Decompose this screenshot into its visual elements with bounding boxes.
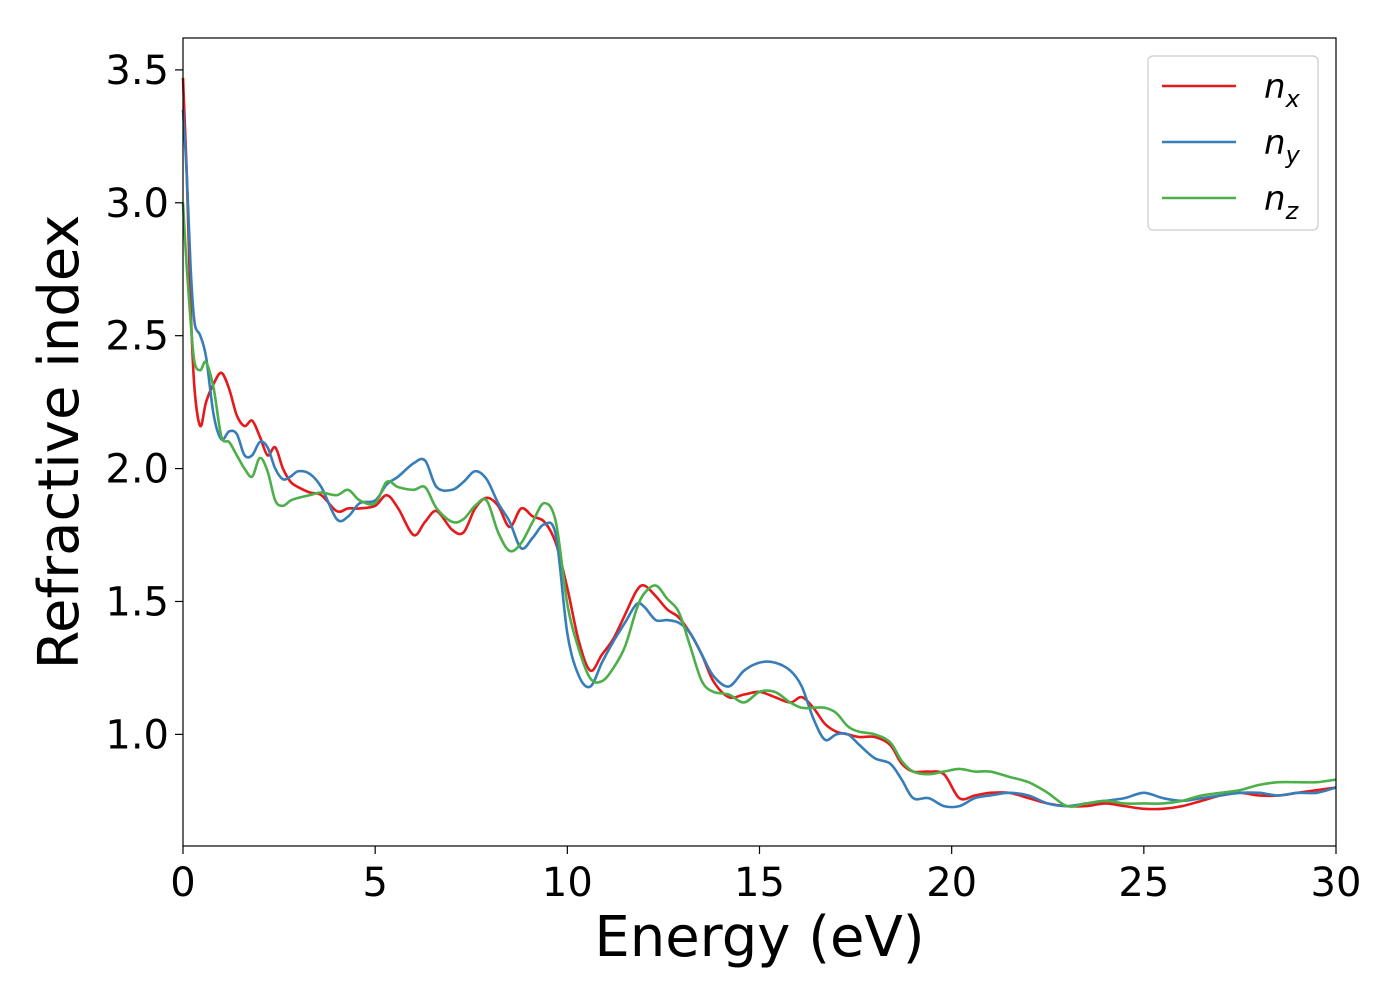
y-axis-ticks: 1.0 1.5 2.0 2.5 3.0 3.5 (105, 48, 183, 758)
x-tick-label: 30 (1311, 860, 1362, 906)
legend-label-n_z: nz (1264, 179, 1300, 225)
legend-label-n_y: ny (1264, 123, 1301, 169)
y-tick-label: 2.0 (105, 447, 169, 493)
x-tick-label: 0 (170, 860, 195, 906)
y-tick-label: 3.0 (105, 181, 169, 227)
x-tick-label: 15 (734, 860, 785, 906)
x-tick-label: 5 (362, 860, 387, 906)
y-tick-label: 1.5 (105, 579, 169, 625)
x-tick-label: 20 (926, 860, 977, 906)
y-tick-label: 3.5 (105, 48, 169, 94)
series-lines (181, 77, 1337, 811)
series-line-n_y (181, 109, 1337, 809)
y-tick-label: 1.0 (105, 712, 169, 758)
legend-label-n_x: nx (1264, 67, 1301, 113)
series-line-n_z (181, 202, 1337, 808)
y-axis-title: Refractive index (27, 215, 92, 670)
y-tick-label: 2.5 (105, 314, 169, 360)
x-axis-ticks: 0 5 10 15 20 25 30 (170, 846, 1361, 906)
x-axis-title: Energy (eV) (594, 905, 924, 970)
x-tick-label: 10 (542, 860, 593, 906)
x-tick-label: 25 (1118, 860, 1169, 906)
legend: nx ny nz (1147, 55, 1319, 231)
